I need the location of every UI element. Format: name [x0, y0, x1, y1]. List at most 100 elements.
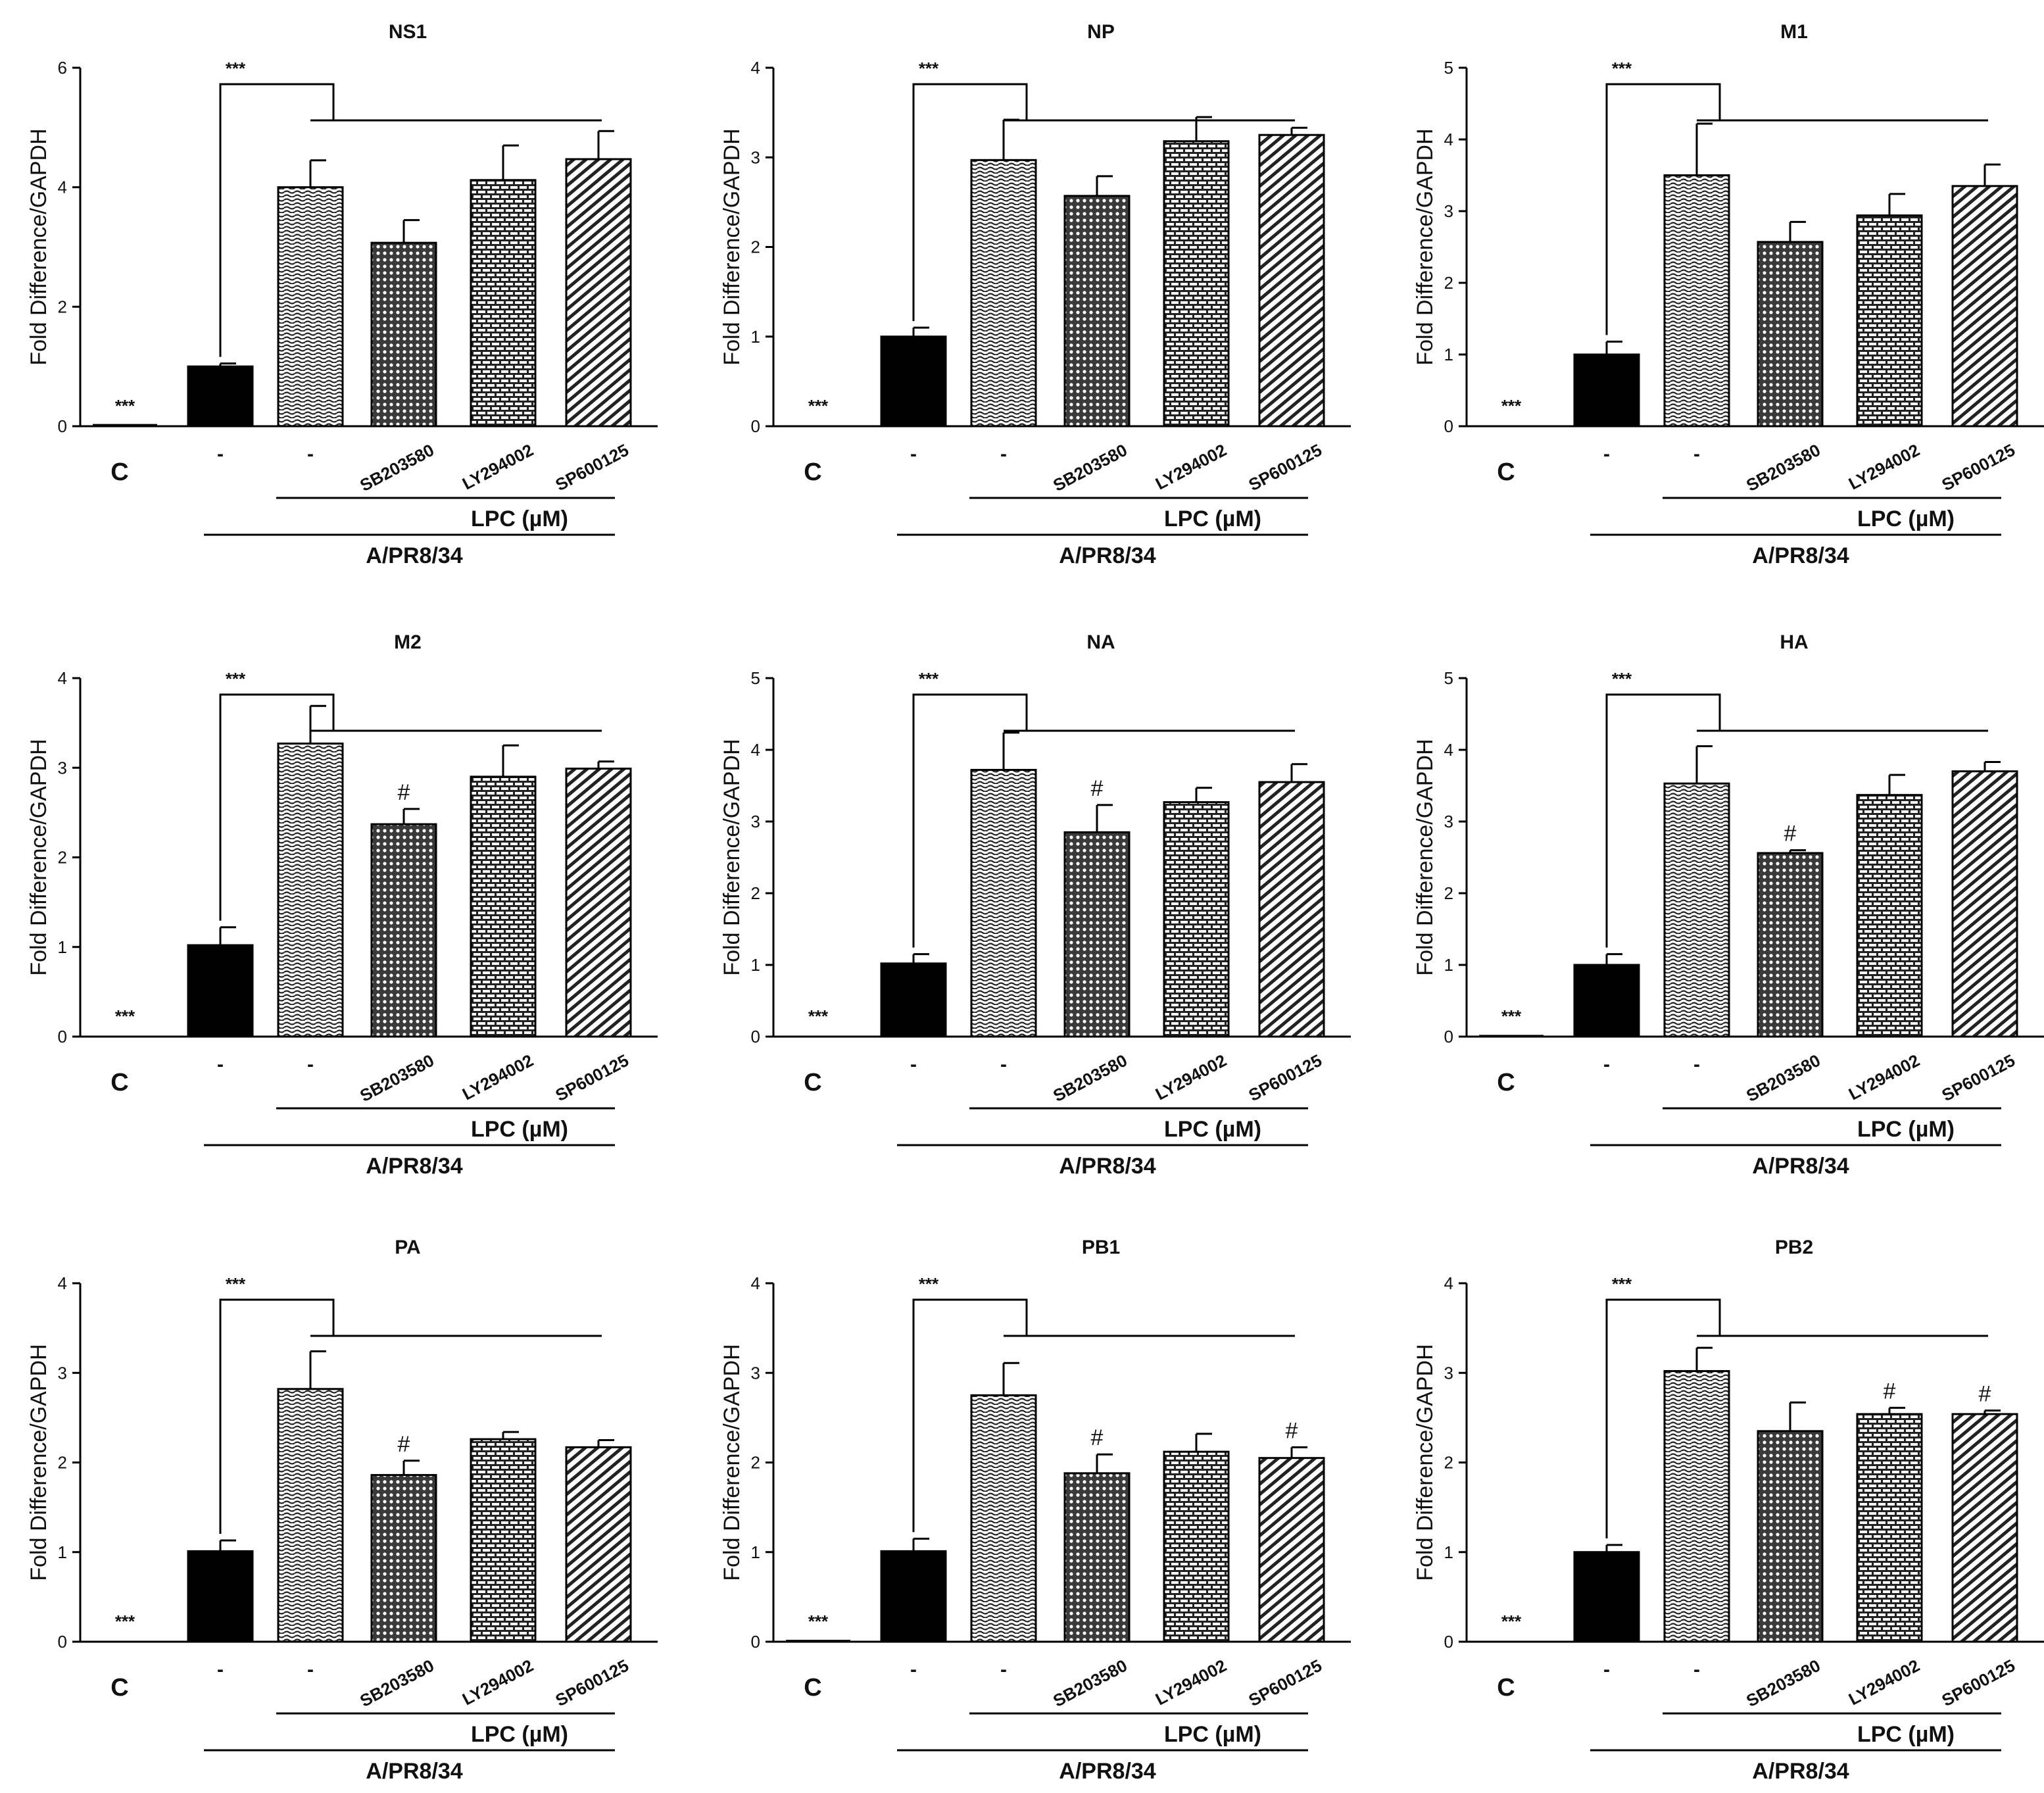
y-axis-label: Fold Difference/GAPDH — [719, 1344, 744, 1581]
bar-virus-only — [880, 1550, 947, 1643]
category-label-inhibitor: SB203580 — [356, 1656, 437, 1711]
hash-annotation: # — [1091, 776, 1104, 801]
panel-title: PA — [395, 1237, 420, 1258]
y-axis-label: Fold Difference/GAPDH — [26, 128, 51, 365]
y-axis-label: Fold Difference/GAPDH — [26, 739, 51, 975]
category-label-virus-only: - — [217, 443, 224, 465]
bar-treatment-3 — [370, 1474, 437, 1643]
category-label-lpc-only: - — [307, 443, 314, 465]
bracket-significance-label: *** — [919, 59, 939, 78]
control-significance: *** — [808, 396, 829, 416]
control-significance: *** — [1501, 1611, 1522, 1631]
category-label-control: C — [1497, 1069, 1515, 1096]
category-label-virus-only: - — [217, 1659, 224, 1681]
category-label-inhibitor: SP600125 — [552, 1050, 631, 1106]
chart-panel-pb1: PB1 Fold Difference/GAPDH 0 1 2 3 4 *** # # *** C - -… — [719, 1237, 1351, 1784]
category-label-lpc-only: - — [1000, 1054, 1007, 1075]
y-tick-label: 2 — [751, 1453, 760, 1473]
bar-treatment-5 — [1258, 134, 1325, 428]
y-tick-label: 0 — [751, 1027, 760, 1046]
y-tick-label: 5 — [751, 668, 760, 688]
y-tick-label: 1 — [58, 937, 67, 957]
category-label-virus-only: - — [1603, 443, 1610, 465]
bar-treatment-2 — [970, 1394, 1037, 1643]
control-significance: *** — [115, 1006, 135, 1026]
bar-treatment-4 — [1856, 1413, 1923, 1643]
y-tick-label: 0 — [58, 1027, 67, 1046]
bar-virus-only — [1573, 964, 1640, 1038]
y-tick-label: 3 — [1444, 812, 1453, 831]
lpc-group-label: LPC (µM) — [1857, 1722, 1955, 1747]
category-label-inhibitor: SB203580 — [1743, 1050, 1824, 1106]
panel-title: M1 — [1780, 21, 1808, 43]
bar-virus-only — [1573, 353, 1640, 428]
bar-treatment-4 — [1163, 1450, 1230, 1643]
bracket-significance-label: *** — [226, 1274, 246, 1294]
panel-title: M2 — [394, 631, 422, 653]
category-label-lpc-only: - — [1693, 443, 1700, 465]
category-label-control: C — [1497, 458, 1515, 486]
category-label-virus-only: - — [910, 1054, 917, 1075]
control-significance: *** — [1501, 396, 1522, 416]
category-label-inhibitor: SP600125 — [552, 440, 631, 495]
category-label-inhibitor: LY294002 — [459, 440, 537, 494]
y-tick-label: 2 — [1444, 883, 1453, 903]
chart-panel-pb2: PB2 Fold Difference/GAPDH 0 1 2 3 4 *** # # *** C - -… — [1413, 1237, 2044, 1784]
lpc-group-label: LPC (µM) — [471, 1722, 568, 1747]
y-tick-label: 3 — [1444, 201, 1453, 221]
category-label-inhibitor: SP600125 — [552, 1656, 631, 1711]
bracket-significance-label: *** — [226, 59, 246, 78]
category-label-virus-only: - — [1603, 1659, 1610, 1681]
virus-group-label: A/PR8/34 — [1059, 1759, 1156, 1784]
hash-annotation: # — [1091, 1425, 1104, 1450]
bar-treatment-5 — [1258, 781, 1325, 1038]
hash-annotation: # — [398, 1432, 410, 1457]
chart-panel-m1: M1 Fold Difference/GAPDH 0 1 2 3 4 5 *** *** C - - SB… — [1413, 21, 2044, 568]
category-label-inhibitor: SB203580 — [1050, 1656, 1131, 1711]
category-label-inhibitor: LY294002 — [1845, 440, 1923, 494]
category-label-inhibitor: SB203580 — [1743, 440, 1824, 495]
bar-treatment-2 — [277, 1388, 344, 1643]
category-label-lpc-only: - — [1000, 443, 1007, 465]
significance-bracket — [912, 83, 1028, 322]
panel-title: NS1 — [389, 21, 427, 43]
bar-treatment-3 — [1063, 831, 1131, 1038]
bar-virus-only — [187, 365, 254, 428]
significance-bracket — [219, 1298, 335, 1535]
y-tick-label: 3 — [58, 1363, 67, 1383]
category-label-inhibitor: LY294002 — [1845, 1050, 1923, 1104]
significance-bracket — [912, 693, 1028, 948]
bar-virus-only — [880, 962, 947, 1038]
panel-title: PB1 — [1082, 1237, 1120, 1258]
category-label-control: C — [110, 1674, 128, 1702]
significance-bracket — [1605, 1298, 1721, 1538]
category-label-lpc-only: - — [1693, 1659, 1700, 1681]
chart-panel-m2: M2 Fold Difference/GAPDH 0 1 2 3 4 *** # *** C - - SB… — [26, 631, 658, 1179]
y-tick-label: 1 — [751, 1542, 760, 1562]
y-tick-label: 1 — [1444, 955, 1453, 975]
lpc-group-label: LPC (µM) — [1164, 506, 1261, 531]
bar-treatment-5 — [565, 158, 632, 428]
y-tick-label: 1 — [751, 955, 760, 975]
y-tick-label: 2 — [1444, 273, 1453, 293]
control-significance: *** — [808, 1611, 829, 1631]
control-significance: *** — [808, 1006, 829, 1026]
y-tick-label: 2 — [58, 297, 67, 316]
category-label-inhibitor: LY294002 — [1152, 1050, 1230, 1104]
hash-annotation: # — [1884, 1379, 1896, 1404]
bar-treatment-4 — [470, 1438, 537, 1643]
y-tick-label: 3 — [751, 1363, 760, 1383]
y-tick-label: 0 — [1444, 1632, 1453, 1652]
bar-treatment-4 — [1163, 140, 1230, 428]
bar-treatment-2 — [277, 742, 344, 1038]
bar-treatment-3 — [1757, 241, 1824, 428]
category-label-inhibitor: SP600125 — [1938, 1050, 2018, 1106]
category-label-inhibitor: LY294002 — [459, 1656, 537, 1709]
category-label-virus-only: - — [217, 1054, 224, 1075]
category-label-inhibitor: SB203580 — [356, 1050, 437, 1106]
category-label-inhibitor: SB203580 — [1050, 440, 1131, 495]
y-tick-label: 4 — [58, 178, 67, 197]
category-label-inhibitor: SP600125 — [1245, 1050, 1325, 1106]
y-tick-label: 3 — [1444, 1363, 1453, 1383]
lpc-group-label: LPC (µM) — [471, 1117, 568, 1142]
